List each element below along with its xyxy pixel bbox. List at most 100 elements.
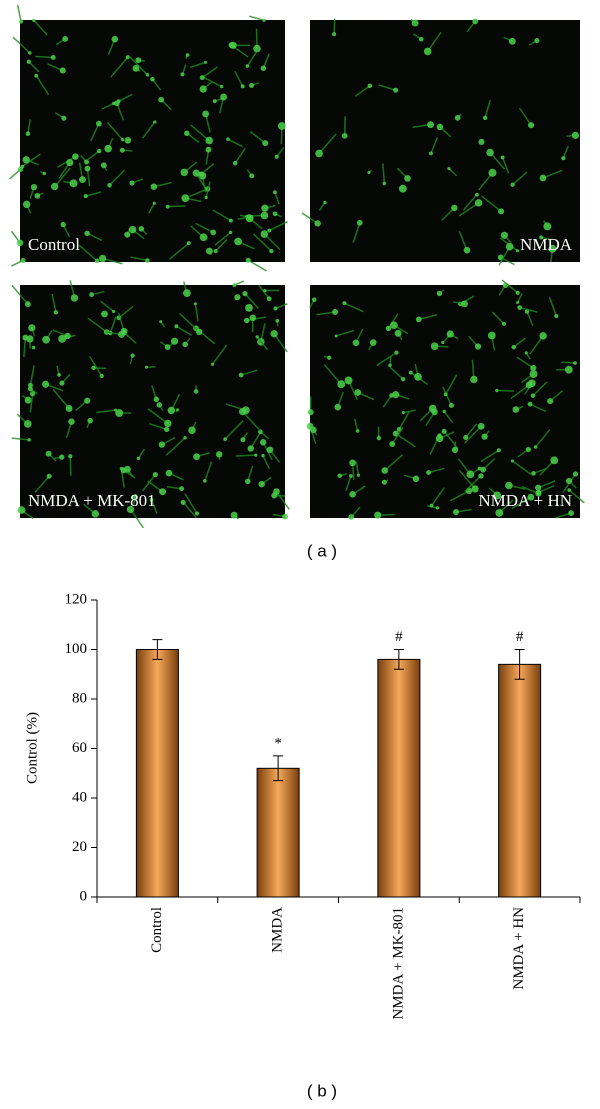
cell-body bbox=[28, 324, 36, 332]
y-tick-label: 80 bbox=[72, 690, 87, 706]
cell-body bbox=[342, 301, 347, 306]
cell-body bbox=[84, 159, 90, 165]
cell-body bbox=[390, 321, 398, 330]
cell-process bbox=[106, 121, 124, 141]
cell-process bbox=[129, 56, 148, 76]
cell-body bbox=[382, 181, 387, 186]
cell-process bbox=[249, 15, 265, 22]
cell-body bbox=[266, 446, 274, 453]
cell-process bbox=[511, 460, 533, 476]
cell-process bbox=[512, 171, 528, 186]
cell-process bbox=[355, 461, 360, 476]
cell-body bbox=[183, 436, 187, 440]
cell-body bbox=[136, 456, 141, 461]
cell-process bbox=[11, 437, 30, 441]
cell-body bbox=[184, 130, 190, 137]
cell-body bbox=[274, 154, 279, 159]
cell-body bbox=[186, 241, 191, 246]
cell-process bbox=[148, 202, 155, 214]
cell-body bbox=[535, 484, 542, 491]
cell-body bbox=[95, 120, 102, 127]
cell-body bbox=[548, 244, 557, 253]
image-label: NMDA + MK-801 bbox=[28, 491, 156, 510]
cell-body bbox=[508, 37, 516, 45]
significance-mark: # bbox=[395, 629, 403, 645]
cell-body bbox=[451, 204, 458, 212]
cell-body bbox=[505, 242, 514, 251]
cell-body bbox=[83, 194, 88, 199]
panel-caption: ( b ) bbox=[307, 1081, 337, 1100]
cell-body bbox=[344, 376, 353, 385]
cell-body bbox=[270, 330, 278, 338]
cell-process bbox=[534, 429, 551, 448]
cell-body bbox=[505, 481, 513, 490]
cell-body bbox=[193, 389, 199, 394]
cell-body bbox=[392, 391, 400, 399]
cell-body bbox=[428, 404, 437, 413]
cell-body bbox=[60, 221, 66, 228]
cell-body bbox=[112, 309, 116, 314]
cell-body bbox=[121, 330, 127, 336]
cell-process bbox=[501, 279, 519, 294]
cell-body bbox=[310, 426, 317, 434]
cell-body bbox=[259, 439, 267, 446]
cell-body bbox=[185, 53, 190, 57]
cell-body bbox=[412, 475, 420, 483]
cell-body bbox=[573, 361, 577, 365]
cell-body bbox=[215, 451, 223, 458]
cell-process bbox=[491, 311, 505, 325]
cell-body bbox=[529, 370, 538, 379]
cell-body bbox=[205, 247, 213, 255]
cell-body bbox=[234, 294, 241, 301]
cell-body bbox=[527, 122, 535, 129]
cell-process bbox=[335, 329, 354, 337]
cell-process bbox=[449, 490, 470, 502]
cell-body bbox=[524, 351, 528, 355]
cell-process bbox=[442, 386, 453, 406]
cell-body bbox=[466, 470, 475, 479]
cell-body bbox=[107, 182, 112, 188]
cell-body bbox=[126, 505, 135, 514]
cell-body bbox=[255, 335, 259, 339]
cell-body bbox=[220, 84, 224, 89]
cell-process bbox=[458, 231, 468, 251]
cell-body bbox=[442, 409, 446, 414]
cell-body bbox=[334, 403, 342, 411]
cell-process bbox=[526, 311, 534, 327]
cell-process bbox=[195, 222, 214, 234]
x-tick-label: Control bbox=[149, 907, 165, 953]
cell-body bbox=[230, 511, 238, 519]
micrograph bbox=[310, 20, 580, 262]
cell-body bbox=[30, 183, 38, 191]
cell-body bbox=[20, 257, 26, 263]
cell-body bbox=[100, 162, 107, 169]
cell-process bbox=[142, 474, 156, 492]
x-tick-label: NMDA + HN bbox=[511, 907, 527, 990]
cell-body bbox=[398, 184, 407, 193]
cell-process bbox=[532, 381, 548, 397]
cell-process bbox=[166, 485, 182, 490]
cell-process bbox=[109, 169, 126, 186]
cell-process bbox=[175, 325, 193, 337]
cell-body bbox=[349, 491, 356, 498]
cell-body bbox=[500, 231, 509, 239]
cell-body bbox=[266, 296, 272, 302]
cell-body bbox=[311, 297, 317, 302]
cell-process bbox=[344, 302, 364, 313]
cell-body bbox=[369, 339, 377, 346]
cell-body bbox=[180, 72, 185, 77]
cell-body bbox=[156, 402, 163, 408]
cell-body bbox=[28, 51, 32, 55]
cell-body bbox=[348, 514, 355, 520]
cell-body bbox=[27, 386, 33, 392]
cell-process bbox=[354, 418, 359, 432]
cell-body bbox=[58, 334, 67, 343]
cell-process bbox=[268, 220, 288, 232]
cell-process bbox=[427, 31, 442, 52]
cell-body bbox=[164, 426, 170, 433]
cell-process bbox=[147, 408, 169, 425]
cell-body bbox=[150, 183, 158, 191]
cell-body bbox=[534, 38, 540, 44]
cell-body bbox=[341, 132, 348, 139]
cell-body bbox=[26, 335, 34, 343]
